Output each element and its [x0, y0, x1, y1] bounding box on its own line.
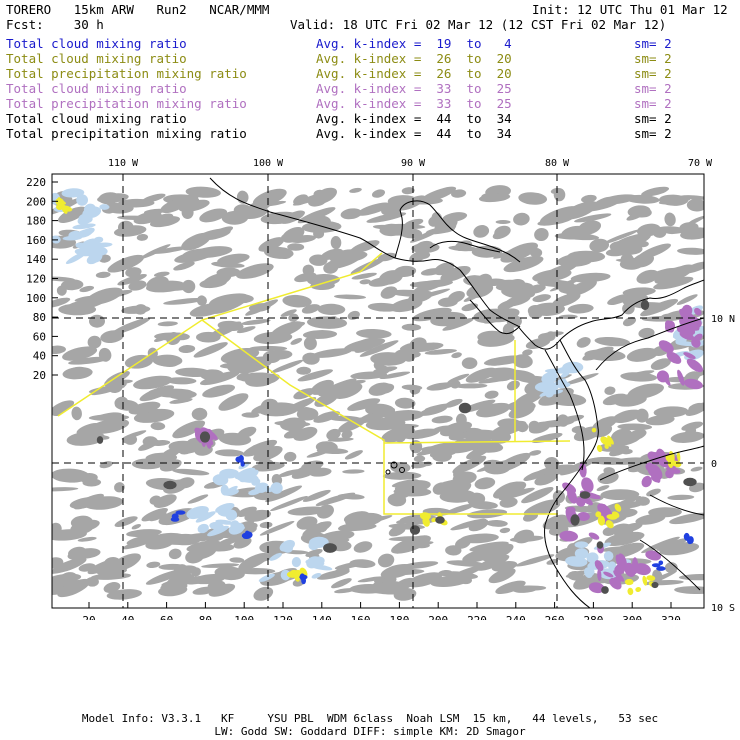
- legend-row: Total cloud mixing ratio Avg. k-index = 1…: [6, 36, 736, 51]
- cloud-field-dark: [96, 299, 697, 594]
- longitude-label: 80 W: [545, 158, 570, 169]
- latitude-labels: 10 N 0 10 S: [711, 314, 735, 614]
- legend-kindex: Avg. k-index = 26 to 20: [316, 66, 512, 81]
- left-tick-label: 40: [33, 350, 46, 363]
- legend-kindex: Avg. k-index = 19 to 4: [316, 36, 512, 51]
- forecast-hour: Fcst: 30 h: [6, 17, 104, 32]
- left-tick-label: 80: [33, 311, 46, 324]
- bottom-tick-label: 300: [622, 614, 642, 620]
- bottom-tick-label: 280: [583, 614, 603, 620]
- latitude-label: 10 S: [711, 603, 735, 614]
- longitude-label: 90 W: [401, 158, 426, 169]
- legend-field: Total precipitation mixing ratio: [6, 126, 247, 141]
- galapagos-islands: [385, 461, 405, 475]
- bottom-tick-label: 100: [234, 614, 254, 620]
- bottom-axis-ticks: 20 40 60 80 100 120 140 160 180 200 220 240 260 280 30…: [82, 602, 681, 620]
- legend-smoothing: sm= 2: [634, 126, 672, 141]
- left-tick-label: 20: [33, 369, 46, 382]
- latitude-label: 10 N: [711, 314, 735, 325]
- legend-kindex: Avg. k-index = 33 to 25: [316, 81, 512, 96]
- legend-kindex: Avg. k-index = 44 to 34: [316, 111, 512, 126]
- left-tick-label: 220: [26, 176, 46, 189]
- legend-kindex: Avg. k-index = 26 to 20: [316, 51, 512, 66]
- legend-field: Total precipitation mixing ratio: [6, 66, 247, 81]
- left-tick-label: 120: [26, 273, 46, 286]
- longitude-labels: 110 W 100 W 90 W 80 W 70 W: [108, 158, 713, 169]
- legend-row: Total cloud mixing ratio Avg. k-index = 4…: [6, 111, 736, 126]
- legend-smoothing: sm= 2: [634, 111, 672, 126]
- left-tick-label: 60: [33, 330, 46, 343]
- legend-smoothing: sm= 2: [634, 81, 672, 96]
- bottom-tick-label: 20: [82, 614, 95, 620]
- coastlines: [209, 177, 704, 608]
- cloud-field-blue: [170, 455, 694, 585]
- left-axis-ticks: 220 200 180 160 140 120 100 80 60 40 20: [26, 176, 58, 382]
- bottom-tick-label: 240: [506, 614, 526, 620]
- left-tick-label: 160: [26, 234, 46, 247]
- legend-smoothing: sm= 2: [634, 96, 672, 111]
- legend-field: Total cloud mixing ratio: [6, 51, 187, 66]
- legend-field: Total cloud mixing ratio: [6, 81, 187, 96]
- left-tick-label: 100: [26, 292, 46, 305]
- legend-row: Total precipitation mixing ratio Avg. k-i…: [6, 126, 736, 141]
- left-tick-label: 140: [26, 253, 46, 266]
- bottom-tick-label: 140: [312, 614, 332, 620]
- legend-row: Total precipitation mixing ratio Avg. k-i…: [6, 66, 736, 81]
- lat-lon-grid: [52, 174, 704, 608]
- left-tick-label: 180: [26, 215, 46, 228]
- bottom-tick-label: 80: [199, 614, 212, 620]
- bottom-tick-label: 260: [545, 614, 565, 620]
- bottom-tick-label: 180: [389, 614, 409, 620]
- longitude-label: 70 W: [688, 158, 713, 169]
- bottom-tick-label: 320: [661, 614, 681, 620]
- map-panel: 220 200 180 160 140 120 100 80 60 40 20 20 40 60 80 10…: [26, 158, 735, 620]
- cloud-field-gray: [52, 185, 704, 601]
- bottom-tick-label: 220: [467, 614, 487, 620]
- legend-kindex: Avg. k-index = 33 to 25: [316, 96, 512, 111]
- legend-row: Total precipitation mixing ratio Avg. k-i…: [6, 96, 736, 111]
- longitude-label: 110 W: [108, 158, 139, 169]
- legend-row: Total cloud mixing ratio Avg. k-index = 3…: [6, 81, 736, 96]
- legend-field: Total cloud mixing ratio: [6, 111, 187, 126]
- legend-smoothing: sm= 2: [634, 51, 672, 66]
- legend-row: Total cloud mixing ratio Avg. k-index = 2…: [6, 51, 736, 66]
- legend-smoothing: sm= 2: [634, 66, 672, 81]
- legend-field: Total cloud mixing ratio: [6, 36, 187, 51]
- valid-time: Valid: 18 UTC Fri 02 Mar 12 (12 CST Fri …: [290, 17, 667, 32]
- bottom-tick-label: 60: [160, 614, 173, 620]
- legend-kindex: Avg. k-index = 44 to 34: [316, 126, 512, 141]
- latitude-label: 0: [711, 459, 717, 470]
- bottom-tick-label: 40: [121, 614, 134, 620]
- model-title: TORERO 15km ARW Run2 NCAR/MMM: [6, 2, 270, 17]
- legend-field: Total precipitation mixing ratio: [6, 96, 247, 111]
- cloud-field-yellow: [55, 197, 682, 596]
- bottom-tick-label: 120: [273, 614, 293, 620]
- plot-frame: [51, 173, 705, 609]
- model-info: Model Info: V3.3.1 KF YSU PBL WDM 6class…: [81, 712, 659, 725]
- init-time: Init: 12 UTC Thu 01 Mar 12: [532, 2, 728, 17]
- legend-smoothing: sm= 2: [634, 36, 672, 51]
- longitude-label: 100 W: [253, 158, 284, 169]
- left-tick-label: 200: [26, 195, 46, 208]
- bottom-tick-label: 200: [428, 614, 448, 620]
- physics-info: LW: Godd SW: Goddard DIFF: simple KM: 2D…: [214, 725, 526, 738]
- bottom-tick-label: 160: [351, 614, 371, 620]
- boundary-lines: [57, 252, 571, 515]
